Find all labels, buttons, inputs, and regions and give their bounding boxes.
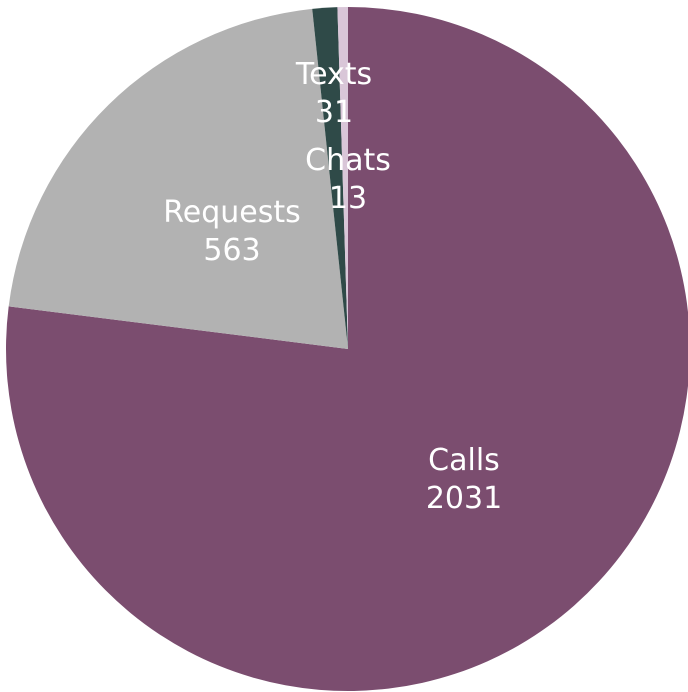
slice-label-value: 2031 [426, 481, 502, 516]
slice-label-name: Requests [163, 195, 301, 230]
pie-slice-requests [8, 8, 348, 349]
slice-label-name: Texts [295, 57, 372, 92]
slice-label-name: Calls [428, 443, 500, 478]
pie-slice-calls [6, 7, 688, 691]
slice-label-value: 31 [315, 95, 353, 130]
pie-slice-chats [337, 6, 348, 350]
pie-slice-texts [312, 7, 348, 349]
slice-label-value: 563 [203, 233, 260, 268]
pie-slices [6, 6, 688, 691]
slice-label-value: 13 [329, 181, 367, 216]
slice-label-name: Chats [305, 143, 391, 178]
